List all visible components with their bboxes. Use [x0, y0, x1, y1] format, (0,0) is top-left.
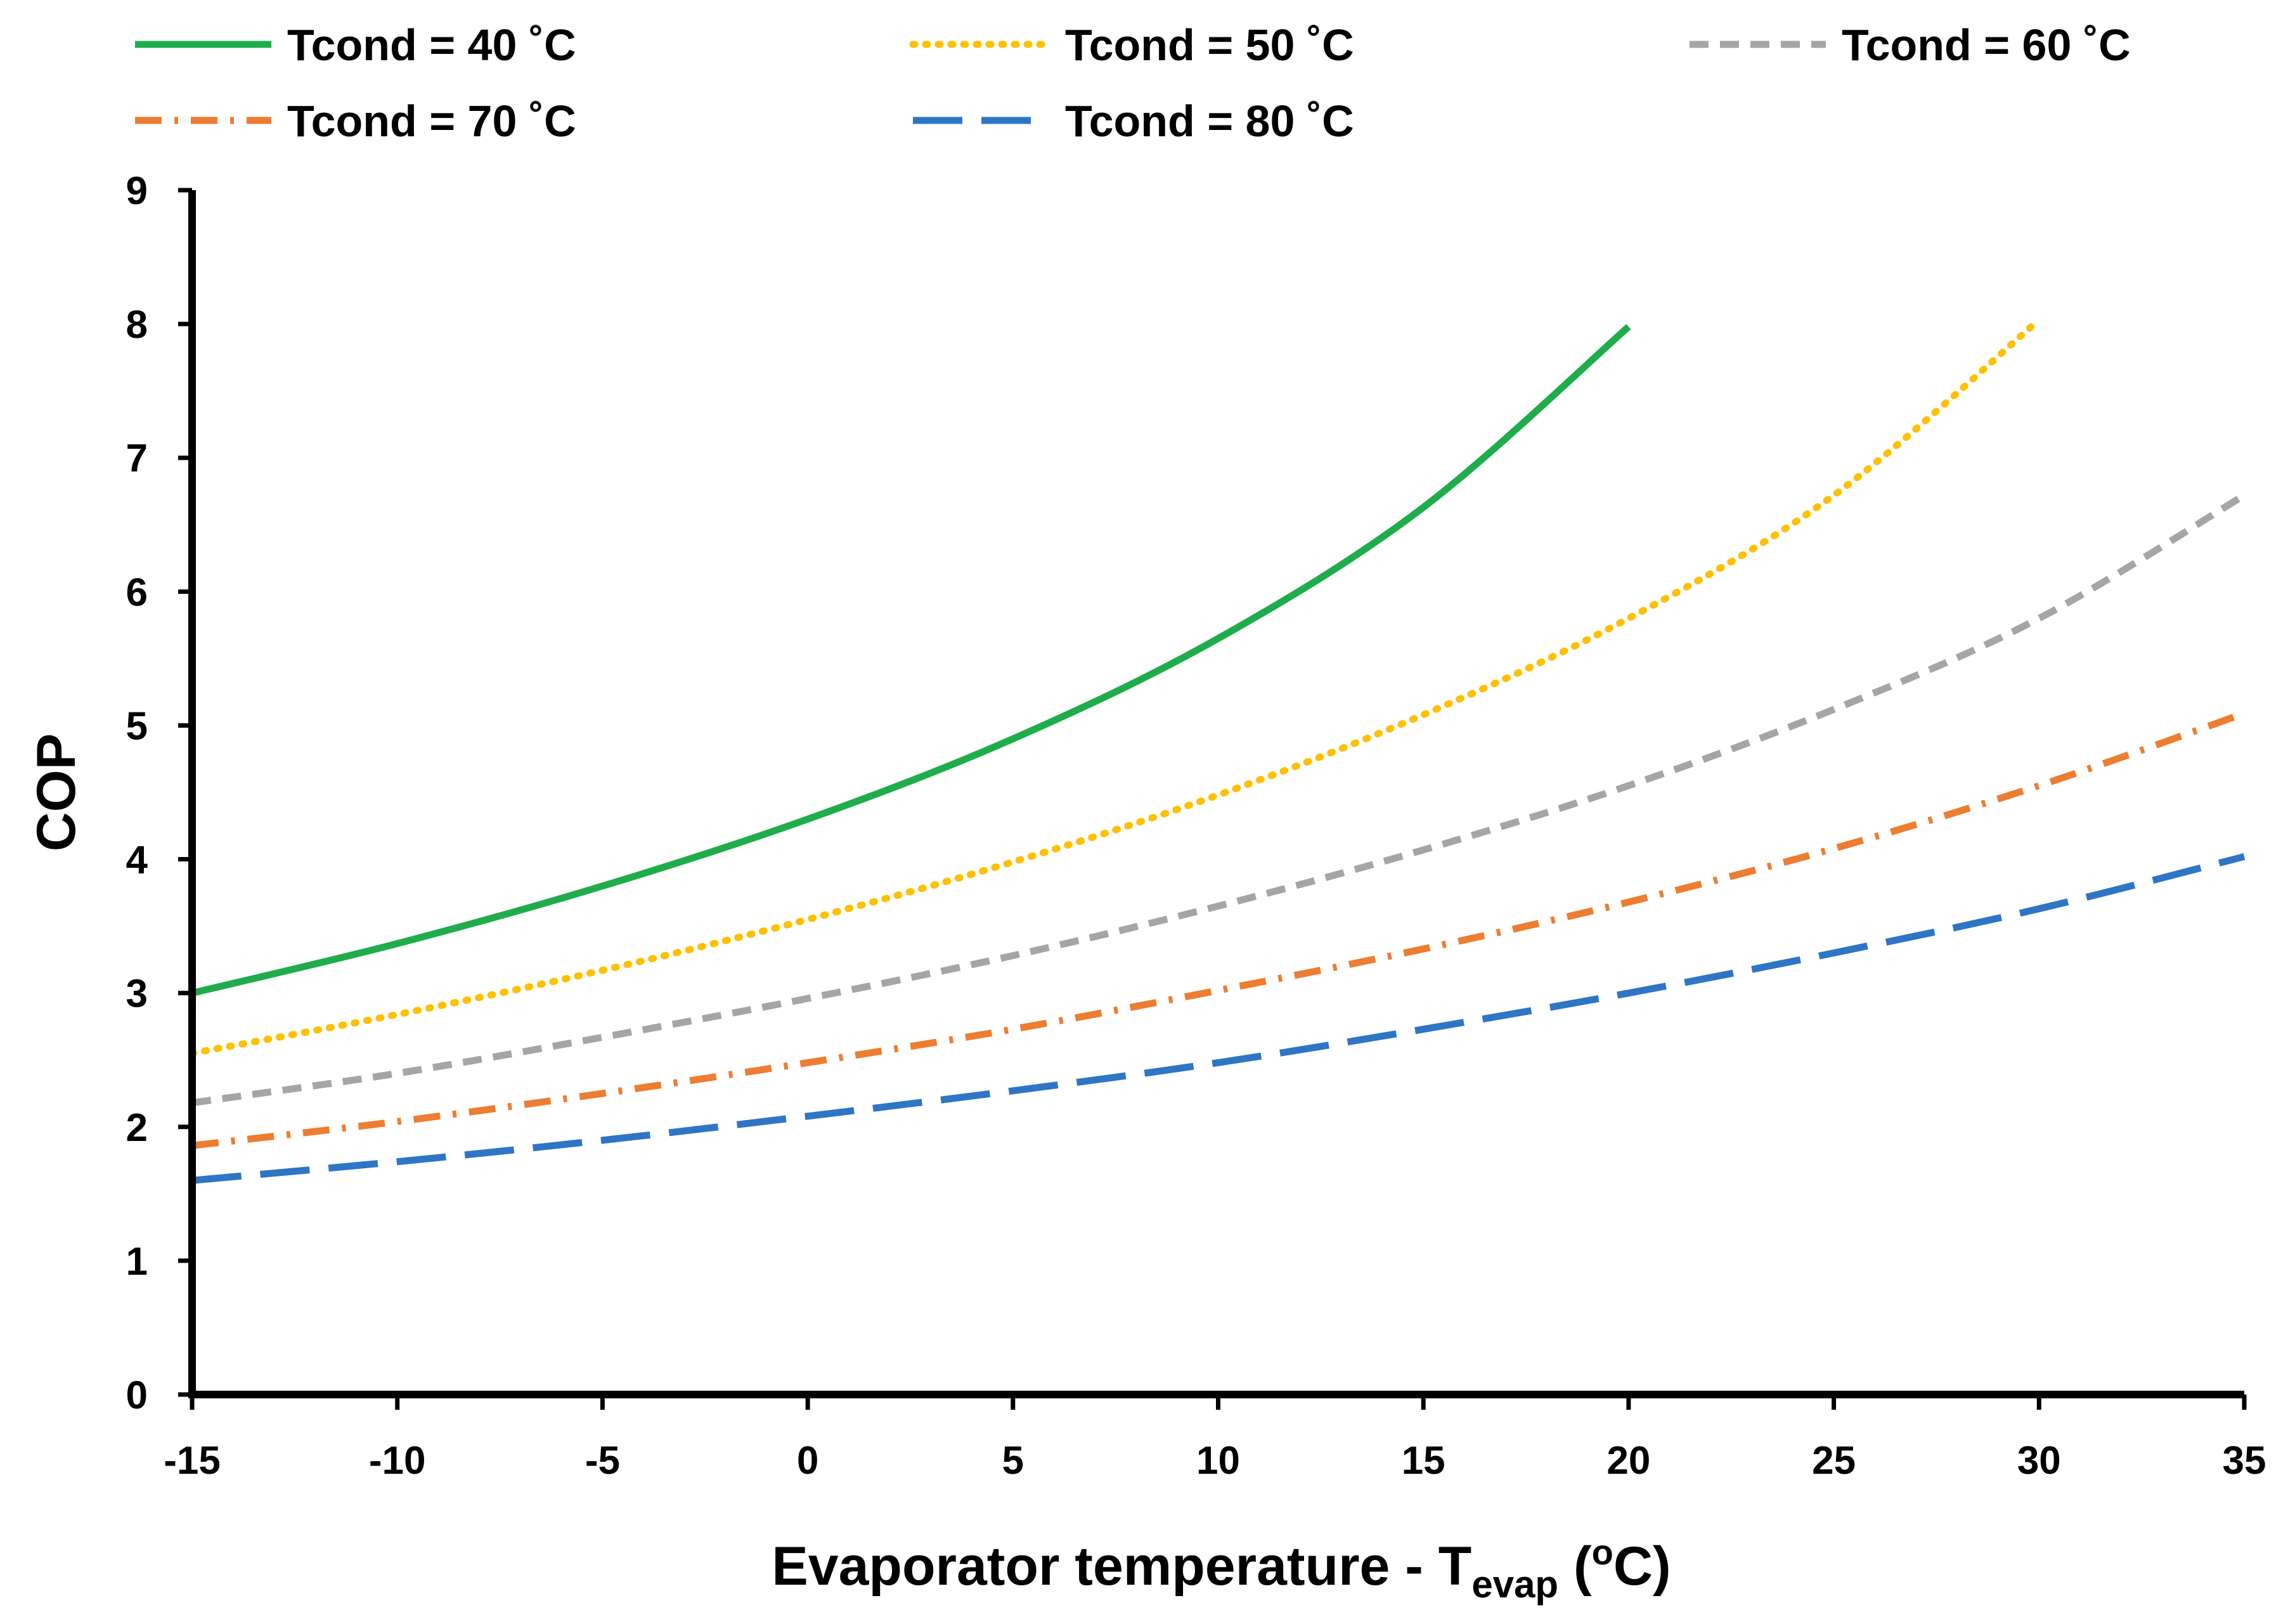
series-line-5	[191, 853, 2246, 1184]
y-tick-label: 8	[126, 303, 148, 347]
y-axis-title: COP	[26, 733, 87, 851]
x-tick-label: 25	[1812, 1439, 1856, 1483]
x-tick-label: 15	[1402, 1439, 1445, 1483]
y-tick-label: 6	[126, 570, 148, 614]
legend-item-5: Tcond = 80 ˚C	[913, 96, 1354, 146]
x-axis-ticks: -15 -10 -5 0 5 10 15 20 25 30 35	[164, 1395, 2266, 1483]
series-line-1	[191, 324, 1631, 997]
y-tick-label: 7	[126, 437, 148, 480]
legend: Tcond = 40 ˚C Tcond = 50 ˚C Tcond = 60 ˚C T…	[135, 20, 2131, 146]
y-tick-label: 1	[126, 1240, 148, 1284]
y-tick-label: 2	[126, 1106, 148, 1150]
x-axis-title-main: Evaporator temperature - T	[772, 1536, 1471, 1597]
legend-item-2: Tcond = 50 ˚C	[909, 20, 1354, 70]
y-tick-label: 4	[126, 839, 148, 882]
x-tick-label: 20	[1606, 1439, 1650, 1483]
x-tick-label: 10	[1196, 1439, 1240, 1483]
x-tick-label: 0	[797, 1439, 818, 1483]
plot-area: 0 1 2 3 4 5 6 7 8 9 -15 -10 -5 0 5 10 15 20 25 30 35	[126, 169, 2266, 1483]
y-tick-label: 5	[126, 704, 148, 748]
legend-label: Tcond = 70 ˚C	[287, 96, 576, 146]
x-tick-label: 5	[1002, 1439, 1024, 1483]
x-tick-label: -10	[369, 1439, 426, 1483]
x-axis-title-unit-open: (	[1558, 1536, 1592, 1597]
x-axis-title-subscript: evap	[1471, 1563, 1558, 1606]
legend-label: Tcond = 60 ˚C	[1842, 20, 2131, 70]
legend-label: Tcond = 50 ˚C	[1065, 20, 1354, 70]
legend-item-3: Tcond = 60 ˚C	[1690, 20, 2131, 70]
y-tick-label: 0	[126, 1374, 148, 1417]
x-axis-title-unit-superscript: o	[1592, 1532, 1613, 1572]
x-tick-label: 35	[2223, 1439, 2266, 1483]
series-line-4	[191, 710, 2246, 1149]
x-axis-title: Evaporator temperature - Tevap (oC)	[772, 1532, 1671, 1606]
legend-item-1: Tcond = 40 ˚C	[135, 20, 576, 70]
x-axis-title-unit-text: C)	[1613, 1536, 1671, 1597]
legend-label: Tcond = 80 ˚C	[1065, 96, 1354, 146]
y-axis-ticks: 0 1 2 3 4 5 6 7 8 9	[126, 169, 192, 1417]
y-tick-label: 3	[126, 972, 148, 1016]
x-tick-label: 30	[2017, 1439, 2061, 1483]
x-tick-label: -15	[164, 1439, 221, 1483]
series-line-2	[188, 316, 2043, 1057]
series-layer	[188, 316, 2246, 1184]
y-tick-label: 9	[126, 169, 148, 213]
x-tick-label: -5	[585, 1439, 620, 1483]
legend-item-4: Tcond = 70 ˚C	[135, 96, 576, 146]
legend-label: Tcond = 40 ˚C	[287, 20, 576, 70]
series-line-3	[191, 492, 2246, 1107]
